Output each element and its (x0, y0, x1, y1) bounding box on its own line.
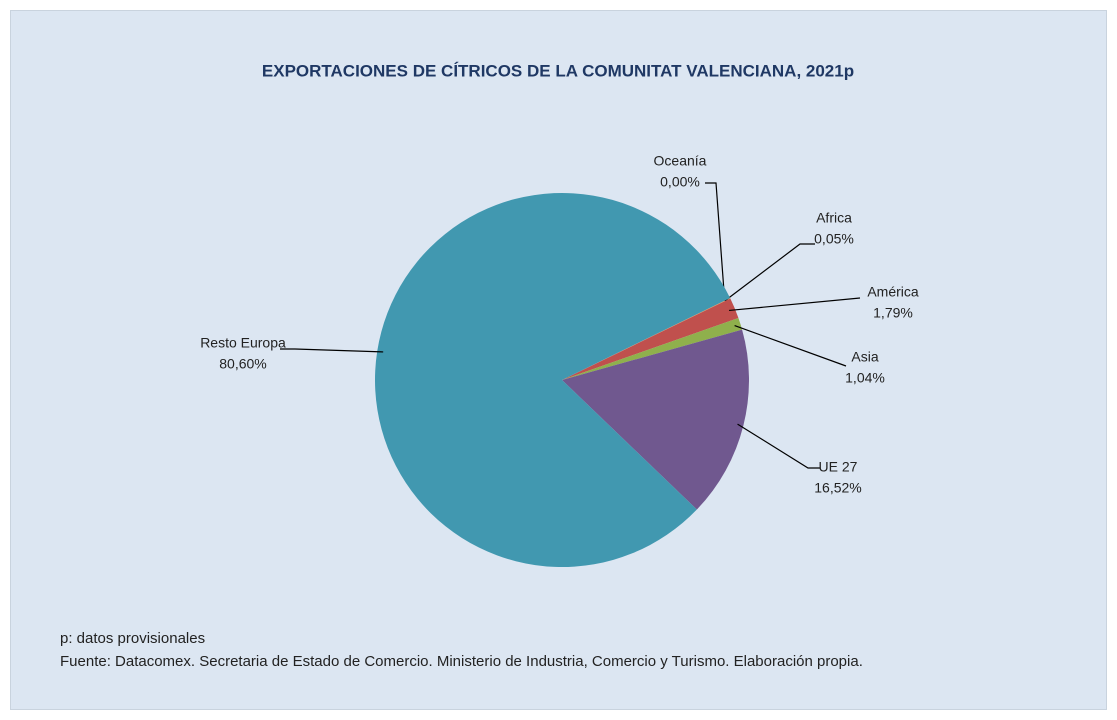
slice-value-label: 80,60% (219, 356, 266, 372)
slice-value-label: 0,00% (660, 174, 700, 190)
slice-label: Africa (816, 210, 852, 226)
slice-value-label: 0,05% (814, 231, 854, 247)
slice-value-label: 1,04% (845, 370, 885, 386)
footnote: p: datos provisionales (60, 630, 205, 647)
slice-label: UE 27 (819, 459, 858, 475)
pie-slice (375, 193, 731, 568)
slice-label: Asia (851, 349, 878, 365)
source-note: Fuente: Datacomex. Secretaria de Estado … (60, 653, 863, 670)
slice-value-label: 1,79% (873, 305, 913, 321)
leader-line (734, 324, 847, 367)
leader-line (737, 423, 820, 469)
slice-label: Resto Europa (200, 335, 286, 351)
pie-slice (562, 317, 743, 380)
leader-line (729, 297, 861, 312)
leader-line (724, 243, 815, 302)
slice-label: Oceanía (654, 153, 707, 169)
pie-slice (562, 298, 731, 380)
slice-label: América (867, 284, 919, 300)
slice-value-label: 16,52% (814, 480, 861, 496)
chart-title: EXPORTACIONES DE CÍTRICOS DE LA COMUNITA… (262, 61, 854, 80)
pie-slice (562, 329, 750, 510)
leader-line (280, 348, 384, 353)
pie-slice (562, 298, 739, 380)
leader-line (705, 182, 726, 301)
